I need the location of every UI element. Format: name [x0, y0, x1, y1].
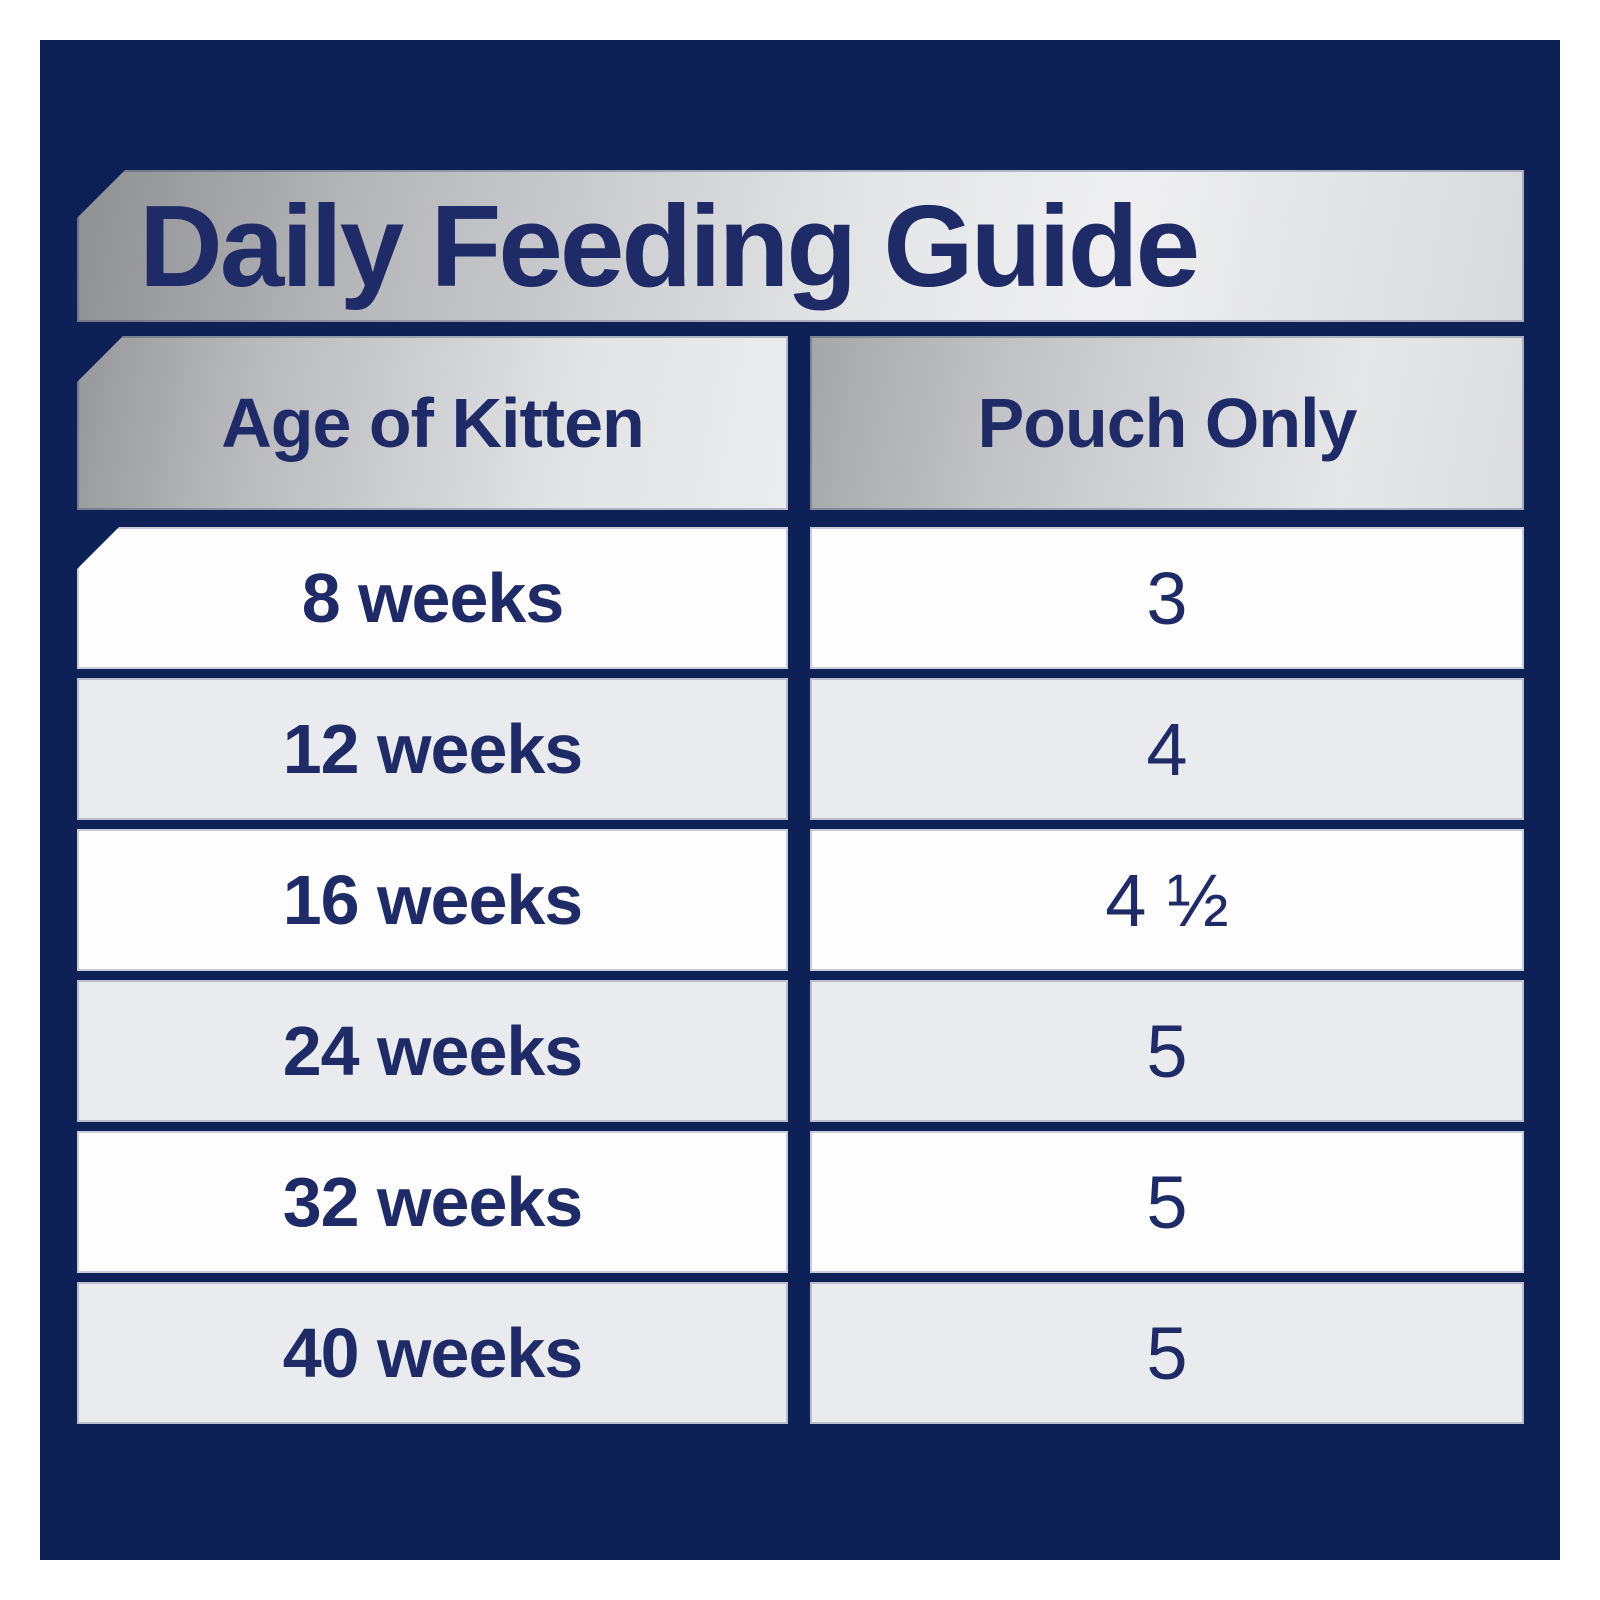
pouch-count-cell: 5 — [810, 1131, 1524, 1273]
feeding-guide-panel: Daily Feeding Guide Age of Kitten Pouch … — [40, 40, 1560, 1560]
table-header-row: Age of Kitten Pouch Only — [77, 336, 1524, 510]
age-cell: 24 weeks — [77, 980, 788, 1122]
age-cell: 16 weeks — [77, 829, 788, 971]
age-cell: 32 weeks — [77, 1131, 788, 1273]
pouch-count-cell: 4 ½ — [810, 829, 1524, 971]
table-row: 8 weeks 3 — [77, 527, 1524, 669]
table-row: 24 weeks 5 — [77, 980, 1524, 1122]
pouch-count-cell: 5 — [810, 980, 1524, 1122]
age-cell: 40 weeks — [77, 1282, 788, 1424]
table-row: 12 weeks 4 — [77, 678, 1524, 820]
pouch-count-cell: 3 — [810, 527, 1524, 669]
column-header-age: Age of Kitten — [77, 336, 788, 510]
pouch-count-cell: 4 — [810, 678, 1524, 820]
table-row: 32 weeks 5 — [77, 1131, 1524, 1273]
age-cell: 8 weeks — [77, 527, 788, 669]
pouch-count-cell: 5 — [810, 1282, 1524, 1424]
column-header-pouch: Pouch Only — [810, 336, 1524, 510]
table-row: 40 weeks 5 — [77, 1282, 1524, 1424]
feeding-table: 8 weeks 3 12 weeks 4 16 weeks 4 ½ 24 wee… — [77, 527, 1524, 1424]
table-row: 16 weeks 4 ½ — [77, 829, 1524, 971]
title-bar: Daily Feeding Guide — [77, 170, 1524, 322]
age-cell: 12 weeks — [77, 678, 788, 820]
guide-title: Daily Feeding Guide — [139, 181, 1200, 311]
